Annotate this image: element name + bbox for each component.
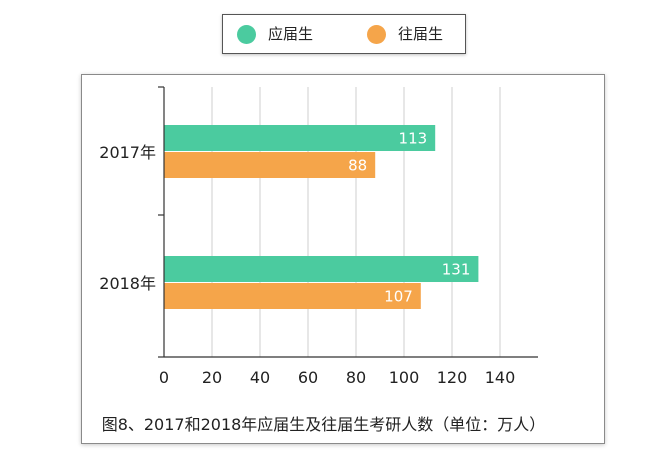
legend-label-fresh-graduates: 应届生 (268, 25, 314, 43)
legend-item-past-graduates: 往届生 (367, 23, 443, 45)
data-label-fresh-2018: 131 (442, 261, 471, 279)
legend-swatch-past-graduates (367, 24, 386, 44)
category-label-2017: 2017年 (99, 143, 156, 162)
bar-past-2018 (164, 283, 421, 309)
labels: 113 131 88 107 0 20 40 60 80 100 120 140 2017年 2018年 (99, 130, 515, 388)
data-label-past-2017: 88 (348, 157, 367, 175)
x-tick-label-20: 20 (202, 368, 222, 387)
x-tick-label-60: 60 (298, 368, 318, 387)
x-tick-label-40: 40 (250, 368, 270, 387)
bars (164, 125, 479, 309)
legend-swatch-fresh-graduates (237, 24, 256, 44)
bar-fresh-2018 (164, 256, 479, 282)
legend-label-past-graduates: 往届生 (398, 25, 444, 43)
bar-fresh-2017 (164, 125, 436, 151)
data-label-fresh-2017: 113 (399, 130, 428, 148)
chart-caption: 图8、2017和2018年应届生及往届生考研人数（单位：万人） (101, 415, 546, 434)
x-tick-label-100: 100 (389, 368, 420, 387)
bar-past-2017 (164, 152, 376, 178)
data-label-past-2018: 107 (384, 288, 413, 306)
legend-item-fresh-graduates: 应届生 (237, 23, 313, 45)
x-tick-label-140: 140 (485, 368, 516, 387)
x-tick-label-80: 80 (346, 368, 366, 387)
x-tick-label-120: 120 (437, 368, 468, 387)
axes (158, 86, 538, 358)
legend: 应届生 往届生 (222, 14, 466, 54)
category-label-2018: 2018年 (99, 274, 156, 293)
x-tick-label-0: 0 (159, 368, 169, 387)
